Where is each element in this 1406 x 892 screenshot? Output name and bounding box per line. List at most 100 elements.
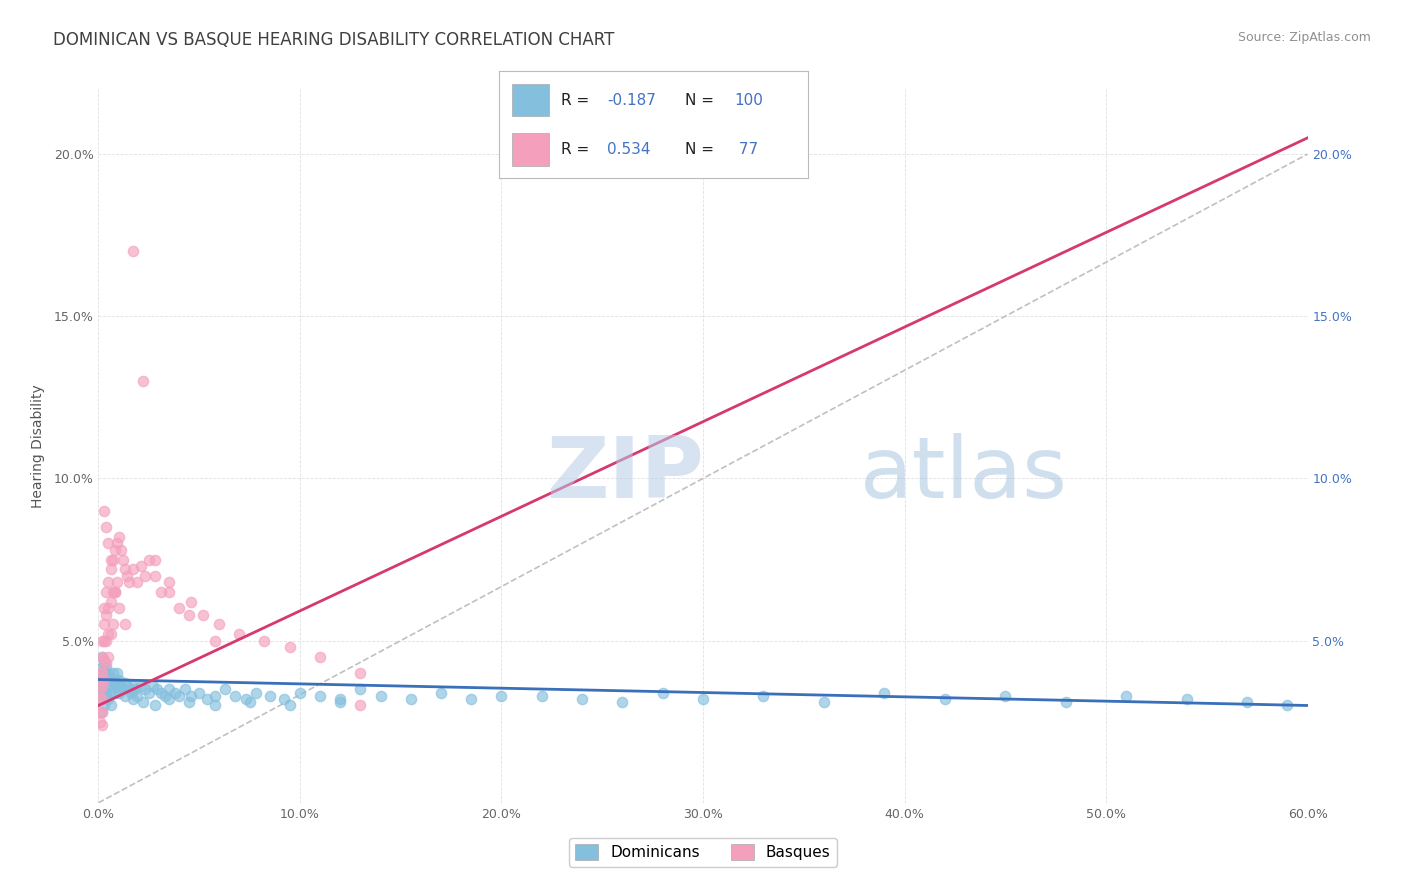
Point (149, 585, 172, 599)
Point (97, 692, 120, 706)
Point (97, 601, 120, 615)
Point (107, 673, 129, 687)
Point (1236, 695, 1258, 709)
Point (167, 601, 190, 615)
Point (96, 659, 118, 673)
Point (134, 682, 156, 697)
Point (132, 374, 155, 388)
Point (93, 685, 115, 699)
Point (491, 689, 513, 703)
Point (174, 682, 197, 697)
Point (204, 689, 226, 703)
Text: -0.187: -0.187 (607, 93, 657, 108)
Point (91, 673, 114, 687)
Point (91, 692, 114, 706)
Point (114, 617, 136, 632)
Point (245, 685, 267, 699)
Point (96, 585, 118, 599)
Point (105, 575, 128, 590)
Point (89, 692, 111, 706)
Point (96, 633, 118, 648)
Point (103, 585, 125, 599)
Point (91, 692, 114, 706)
Point (89, 666, 111, 681)
Point (100, 552, 122, 566)
Y-axis label: Hearing Disability: Hearing Disability (31, 384, 45, 508)
Point (143, 698, 166, 713)
Point (97, 536, 120, 550)
Point (125, 689, 148, 703)
Point (101, 585, 124, 599)
Text: R =: R = (561, 142, 595, 157)
Point (180, 595, 202, 609)
Text: 100: 100 (734, 93, 763, 108)
Point (91, 679, 114, 693)
Point (91, 649, 114, 664)
Point (107, 685, 129, 699)
Point (1115, 689, 1137, 703)
Point (651, 685, 673, 699)
Point (100, 673, 122, 687)
Point (208, 617, 231, 632)
Text: N =: N = (685, 142, 718, 157)
Point (115, 679, 138, 693)
Text: DOMINICAN VS BASQUE HEARING DISABILITY CORRELATION CHART: DOMINICAN VS BASQUE HEARING DISABILITY C… (53, 31, 614, 49)
Point (571, 692, 593, 706)
Point (89, 705, 111, 719)
Point (692, 692, 714, 706)
Point (96, 520, 118, 534)
Point (93, 666, 115, 681)
Point (224, 689, 246, 703)
Point (93, 617, 115, 632)
Point (125, 575, 148, 590)
Point (91, 633, 114, 648)
Point (143, 552, 166, 566)
Point (124, 682, 146, 697)
Point (103, 542, 125, 557)
Point (103, 679, 125, 693)
Point (91, 705, 114, 719)
Point (278, 698, 301, 713)
Point (994, 689, 1017, 703)
Point (97, 627, 120, 641)
Text: 0.534: 0.534 (607, 142, 651, 157)
Point (1277, 698, 1299, 713)
Text: N =: N = (685, 93, 718, 108)
Point (138, 685, 160, 699)
Point (193, 607, 215, 622)
Point (430, 685, 453, 699)
Point (96, 666, 118, 681)
Point (153, 689, 176, 703)
Point (97, 679, 120, 693)
Point (157, 575, 180, 590)
Point (235, 692, 257, 706)
Point (97, 649, 120, 664)
Point (93, 633, 115, 648)
Point (100, 685, 122, 699)
Point (93, 653, 115, 667)
Point (107, 601, 129, 615)
Point (107, 530, 129, 544)
Point (813, 695, 835, 709)
Point (103, 673, 125, 687)
Point (89, 673, 111, 687)
Point (121, 679, 143, 693)
Text: R =: R = (561, 93, 595, 108)
Point (1054, 695, 1077, 709)
Point (253, 633, 276, 648)
Point (934, 692, 956, 706)
Point (105, 666, 128, 681)
Point (188, 685, 211, 699)
Point (228, 627, 250, 641)
Point (100, 562, 122, 576)
Point (110, 679, 132, 693)
Point (101, 666, 124, 681)
Point (180, 689, 202, 703)
Point (93, 601, 115, 615)
Point (239, 695, 262, 709)
Point (101, 617, 124, 632)
Point (146, 682, 169, 697)
Point (96, 607, 118, 622)
Point (100, 673, 122, 687)
Point (179, 695, 201, 709)
